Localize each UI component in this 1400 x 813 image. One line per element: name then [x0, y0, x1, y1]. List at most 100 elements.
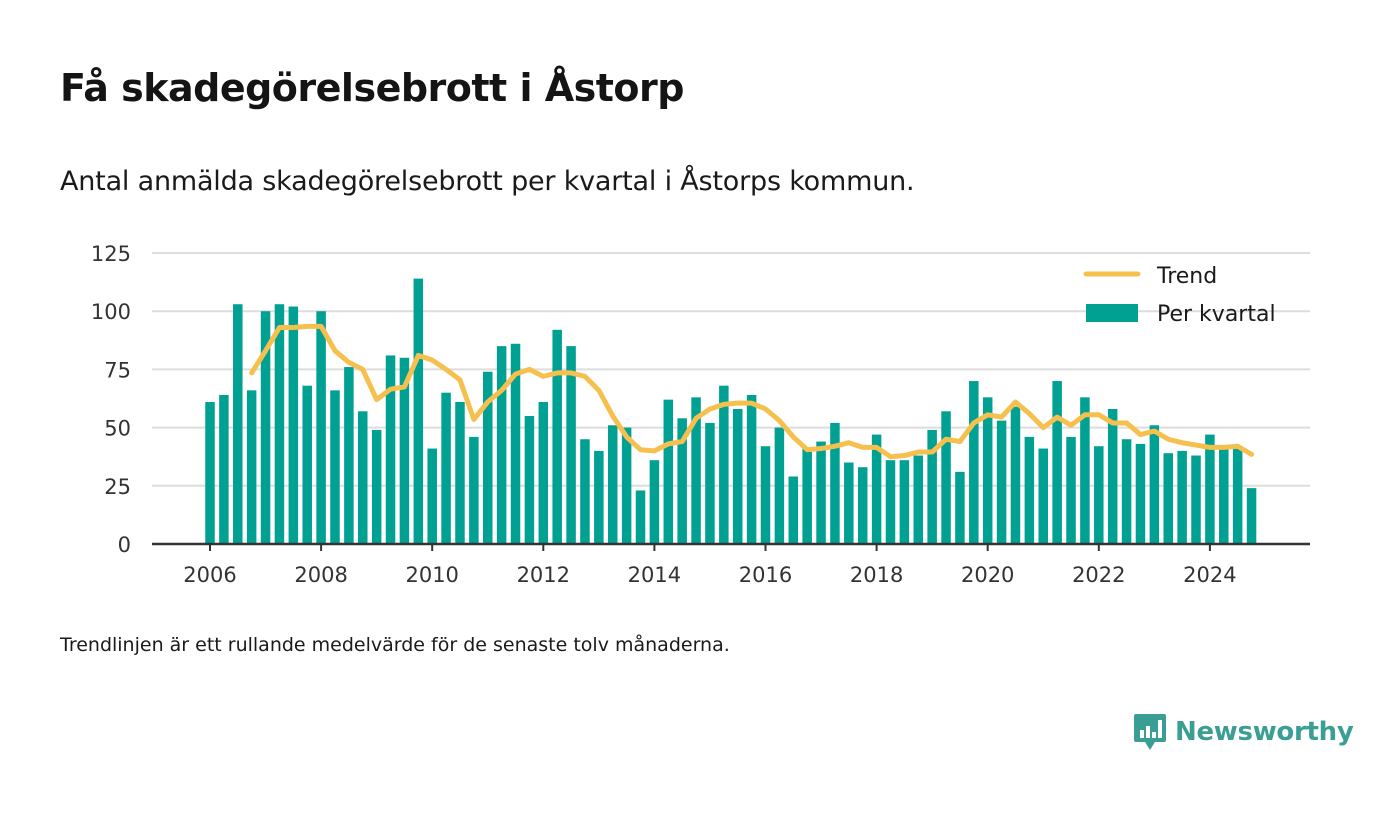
bar — [594, 450, 604, 544]
bar — [358, 411, 368, 544]
bar — [816, 441, 826, 544]
bar — [233, 304, 243, 544]
y-tick-label: 100 — [91, 300, 131, 324]
bar — [913, 455, 924, 544]
bar — [1010, 406, 1021, 544]
bar — [274, 304, 285, 544]
bar — [955, 471, 965, 544]
bar — [496, 346, 507, 544]
bar — [524, 415, 535, 544]
chart-area: 0 25 50 75 100 125 2006 2008 2010 2012 2014 2016 201… — [91, 242, 1310, 587]
bar — [774, 427, 785, 544]
bar — [691, 397, 701, 544]
bar — [330, 390, 340, 544]
bar — [399, 357, 410, 544]
bar — [316, 311, 326, 544]
trend-series — [249, 323, 1255, 460]
x-tick-label: 2018 — [850, 563, 903, 587]
chart-subtitle: Antal anmälda skadegörelsebrott per kvar… — [60, 166, 915, 197]
bar — [1107, 408, 1118, 544]
bar — [1121, 439, 1132, 544]
bar — [844, 462, 854, 544]
bar — [205, 401, 215, 544]
x-tick-label: 2008 — [294, 563, 347, 587]
trend-line — [249, 323, 1255, 460]
brand-logo[interactable]: Newsworthy — [1133, 712, 1354, 752]
bar — [1052, 381, 1062, 544]
y-tick-label: 75 — [104, 358, 131, 382]
bar — [538, 401, 549, 544]
bar — [885, 460, 896, 544]
x-tick-label: 2020 — [961, 563, 1014, 587]
x-tick-label: 2014 — [628, 563, 681, 587]
bar — [1066, 436, 1076, 544]
chart-title: Få skadegörelsebrott i Åstorp — [60, 66, 684, 110]
bar — [483, 371, 493, 544]
y-tick-label: 0 — [118, 533, 131, 557]
bar — [469, 436, 479, 544]
legend-bar-swatch — [1086, 304, 1138, 322]
bar — [802, 448, 812, 544]
bar — [413, 278, 424, 544]
bar — [455, 401, 465, 544]
bar — [510, 343, 521, 544]
bar — [830, 422, 840, 544]
brand-name: Newsworthy — [1175, 717, 1354, 747]
bar — [969, 381, 979, 544]
bar — [1191, 455, 1201, 544]
bar — [746, 395, 757, 544]
bar — [1232, 448, 1243, 544]
bar — [1024, 436, 1035, 544]
bar — [302, 385, 312, 544]
bar — [1149, 425, 1160, 544]
bar — [441, 392, 451, 544]
bar — [580, 439, 590, 544]
bar — [788, 476, 799, 544]
newsworthy-logo-icon — [1134, 714, 1166, 750]
bar — [1163, 453, 1173, 544]
legend-bar-label: Per kvartal — [1157, 302, 1276, 327]
bar — [1038, 448, 1048, 544]
bar — [982, 397, 993, 544]
bar — [371, 429, 382, 544]
bar — [719, 385, 729, 544]
x-tick-label: 2006 — [183, 563, 236, 587]
bar — [1080, 397, 1090, 544]
bar — [219, 395, 229, 544]
bar — [705, 422, 715, 544]
bar — [941, 411, 951, 544]
x-tick-label: 2022 — [1072, 563, 1125, 587]
bar — [760, 446, 771, 544]
bar — [871, 434, 882, 544]
x-tick-label: 2012 — [517, 563, 570, 587]
bar — [621, 427, 632, 544]
legend: Trend Per kvartal — [1083, 264, 1276, 327]
bar — [260, 311, 271, 544]
bar — [1135, 443, 1146, 544]
bar — [1219, 446, 1229, 544]
y-tick-label: 125 — [91, 242, 131, 266]
x-tick-label: 2016 — [739, 563, 792, 587]
bar — [566, 346, 576, 544]
bar — [1205, 434, 1215, 544]
bar — [427, 448, 437, 544]
bar — [857, 467, 868, 544]
bar — [288, 306, 299, 544]
bar — [607, 425, 618, 544]
bar — [552, 329, 562, 544]
axes: 0 25 50 75 100 125 2006 2008 2010 2012 2014 2016 201… — [91, 242, 1310, 587]
bar — [385, 355, 396, 544]
bar — [344, 367, 354, 544]
x-tick-label: 2024 — [1183, 563, 1236, 587]
bar — [996, 420, 1007, 544]
bar — [1177, 450, 1187, 544]
y-tick-label: 50 — [104, 417, 131, 441]
x-tick-label: 2010 — [405, 563, 458, 587]
bar — [927, 429, 937, 544]
bar — [1246, 488, 1257, 544]
y-tick-label: 25 — [104, 475, 131, 499]
bar-series — [205, 278, 1257, 544]
bar — [677, 418, 687, 544]
legend-trend-label: Trend — [1156, 264, 1217, 289]
bar — [899, 460, 910, 544]
